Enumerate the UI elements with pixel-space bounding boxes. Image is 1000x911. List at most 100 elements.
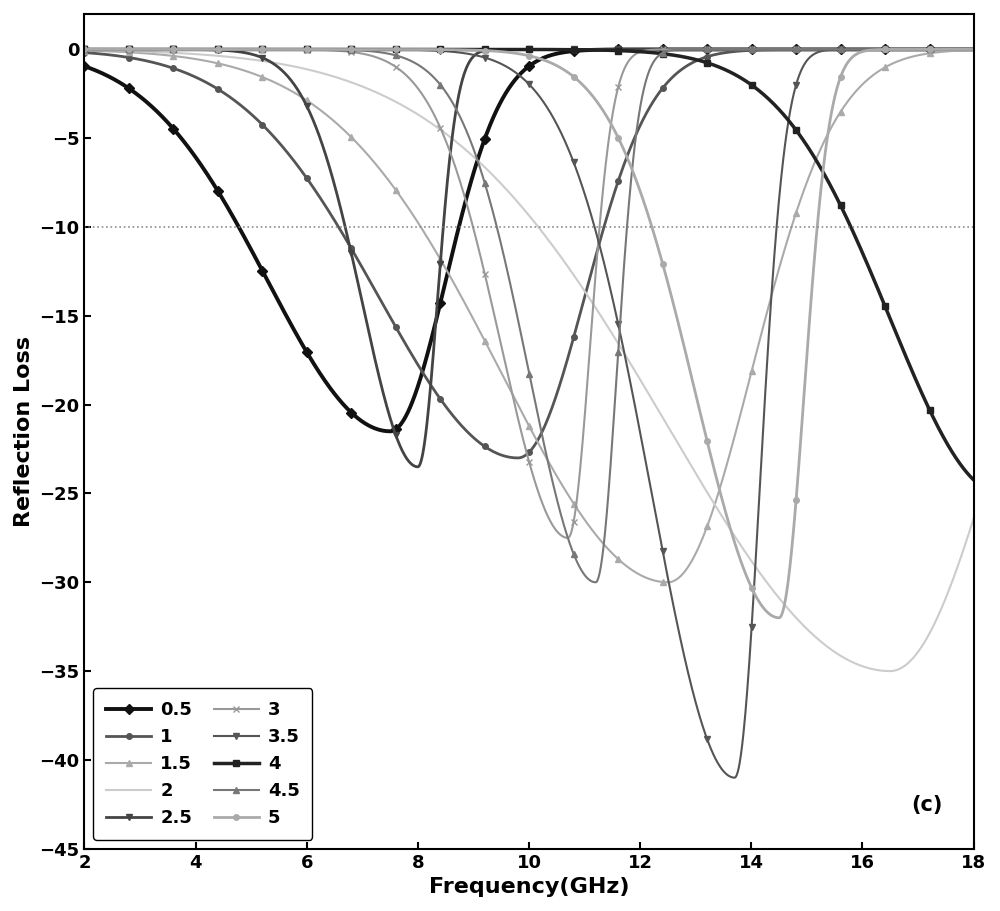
0.5 bbox=[942, 44, 954, 55]
Legend: 0.5, 1, 1.5, 2, 2.5, 3, 3.5, 4, 4.5, 5: 0.5, 1, 1.5, 2, 2.5, 3, 3.5, 4, 4.5, 5 bbox=[93, 689, 312, 840]
5 bbox=[124, 44, 136, 55]
2.5 bbox=[488, 44, 500, 55]
2.5 bbox=[779, 44, 791, 55]
1 bbox=[942, 44, 954, 55]
1 bbox=[511, 453, 523, 464]
3.5 bbox=[487, 55, 499, 66]
4.5 bbox=[511, 309, 523, 320]
2 bbox=[124, 46, 136, 56]
4 bbox=[78, 44, 90, 55]
2 bbox=[511, 196, 523, 207]
1.5 bbox=[942, 46, 954, 56]
1 bbox=[512, 453, 524, 464]
2 bbox=[884, 666, 896, 677]
1.5 bbox=[487, 352, 499, 363]
4.5 bbox=[968, 44, 980, 55]
4 bbox=[968, 475, 980, 486]
2.5 bbox=[942, 44, 954, 55]
Line: 4.5: 4.5 bbox=[82, 46, 976, 585]
0.5 bbox=[384, 425, 396, 436]
0.5 bbox=[78, 61, 90, 72]
3.5 bbox=[511, 68, 523, 79]
0.5 bbox=[511, 72, 523, 83]
2.5 bbox=[511, 44, 523, 55]
4 bbox=[511, 44, 523, 55]
5 bbox=[942, 44, 954, 55]
5 bbox=[779, 597, 791, 608]
5 bbox=[78, 44, 90, 55]
4.5 bbox=[589, 577, 601, 588]
3 bbox=[78, 44, 90, 55]
1.5 bbox=[968, 45, 980, 56]
3 bbox=[487, 305, 499, 316]
5 bbox=[968, 44, 980, 55]
1.5 bbox=[511, 397, 523, 408]
1 bbox=[487, 446, 499, 457]
3.5 bbox=[968, 44, 980, 55]
1.5 bbox=[779, 242, 791, 253]
3.5 bbox=[942, 44, 954, 55]
5 bbox=[942, 44, 954, 55]
3 bbox=[562, 532, 574, 543]
Line: 1: 1 bbox=[82, 46, 976, 461]
0.5 bbox=[942, 44, 954, 55]
1 bbox=[968, 44, 980, 55]
Line: 5: 5 bbox=[82, 46, 976, 620]
3 bbox=[511, 408, 523, 419]
2.5 bbox=[124, 44, 136, 55]
0.5 bbox=[968, 44, 980, 55]
Line: 2: 2 bbox=[84, 50, 974, 671]
Line: 4: 4 bbox=[81, 46, 977, 483]
3 bbox=[779, 44, 791, 55]
5 bbox=[511, 48, 523, 59]
Line: 0.5: 0.5 bbox=[81, 46, 977, 435]
4 bbox=[779, 110, 791, 121]
1.5 bbox=[942, 46, 954, 56]
2 bbox=[779, 599, 791, 610]
0.5 bbox=[488, 111, 500, 122]
3.5 bbox=[728, 773, 740, 783]
1.5 bbox=[124, 46, 136, 57]
3.5 bbox=[78, 44, 90, 55]
3 bbox=[124, 44, 136, 55]
0.5 bbox=[779, 44, 791, 55]
2 bbox=[78, 45, 90, 56]
Text: (c): (c) bbox=[911, 795, 942, 815]
1.5 bbox=[78, 46, 90, 56]
Line: 3: 3 bbox=[82, 46, 976, 540]
4.5 bbox=[942, 44, 954, 55]
4.5 bbox=[779, 44, 791, 55]
3.5 bbox=[942, 44, 954, 55]
2.5 bbox=[942, 44, 954, 55]
3.5 bbox=[779, 139, 791, 150]
4.5 bbox=[942, 44, 954, 55]
Line: 2.5: 2.5 bbox=[82, 46, 976, 469]
Y-axis label: Reflection Loss: Reflection Loss bbox=[14, 336, 34, 527]
3.5 bbox=[124, 44, 136, 55]
2 bbox=[487, 170, 499, 181]
5 bbox=[487, 46, 499, 56]
4.5 bbox=[78, 44, 90, 55]
4 bbox=[124, 44, 136, 55]
2.5 bbox=[968, 44, 980, 55]
X-axis label: Frequency(GHz): Frequency(GHz) bbox=[429, 877, 629, 897]
4.5 bbox=[487, 208, 499, 219]
2 bbox=[942, 587, 954, 598]
2 bbox=[942, 588, 954, 599]
1 bbox=[124, 52, 136, 63]
1 bbox=[78, 47, 90, 58]
2.5 bbox=[78, 44, 90, 55]
4 bbox=[941, 438, 953, 449]
0.5 bbox=[124, 84, 136, 95]
1.5 bbox=[662, 577, 674, 588]
3 bbox=[942, 44, 954, 55]
4 bbox=[487, 44, 499, 55]
5 bbox=[773, 612, 785, 623]
4 bbox=[942, 439, 954, 450]
Line: 1.5: 1.5 bbox=[82, 47, 976, 585]
1 bbox=[779, 44, 791, 55]
Line: 3.5: 3.5 bbox=[82, 46, 976, 781]
2.5 bbox=[412, 461, 424, 472]
2 bbox=[968, 513, 980, 524]
3 bbox=[942, 44, 954, 55]
